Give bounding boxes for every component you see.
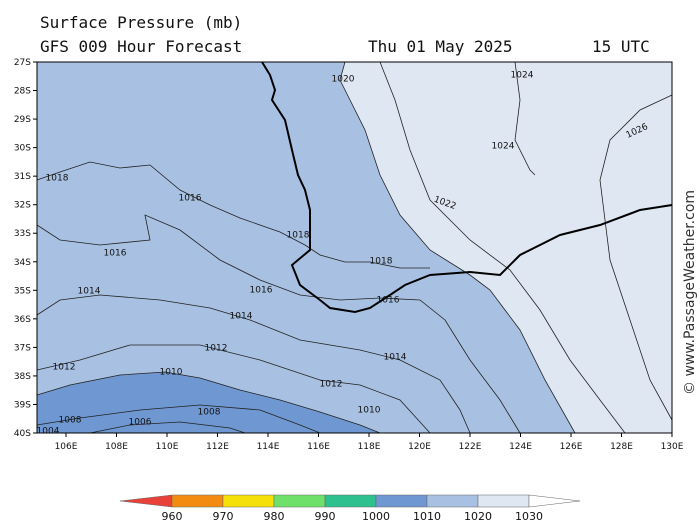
colorbar-segment (426, 494, 479, 508)
isobar-label: 1018 (370, 257, 393, 267)
isobar (36, 214, 521, 434)
isobar-label: 1010 (358, 406, 381, 416)
lon-label: 106E (55, 442, 78, 452)
isobar-label: 1006 (129, 418, 152, 428)
lon-label: 128E (610, 442, 633, 452)
isobar-label: 1016 (377, 296, 400, 306)
title: Surface Pressure (mb) (40, 13, 242, 32)
isobar-label: 1018 (46, 174, 69, 184)
isobar (36, 371, 381, 434)
credit: © www.PassageWeather.com (682, 190, 698, 395)
isobar (339, 61, 576, 434)
colorbar-segment (375, 494, 428, 508)
colorbar-label: 990 (315, 510, 336, 523)
isobar (36, 161, 430, 269)
lat-label: 28S (14, 87, 31, 97)
lon-label: 116E (307, 442, 330, 452)
isobar-label: 1008 (198, 408, 221, 418)
lon-label: 124E (509, 442, 532, 452)
colorbar-low (119, 494, 173, 508)
lat-label: 40S (14, 429, 31, 439)
colorbar-segment (222, 494, 275, 508)
time: 15 UTC (592, 37, 650, 56)
colorbar-segment (477, 494, 530, 508)
isobar-label: 1012 (205, 344, 228, 354)
lat-label: 27S (14, 58, 31, 68)
isobar-label: 1024 (492, 142, 515, 152)
lon-label: 130E (661, 442, 684, 452)
lon-label: 126E (560, 442, 583, 452)
date: Thu 01 May 2025 (368, 37, 513, 56)
colorbar (119, 494, 581, 508)
colorbar-label: 970 (213, 510, 234, 523)
lon-label: 108E (105, 442, 128, 452)
region-1020-1030 (340, 62, 672, 433)
lat-label: 31S (14, 172, 31, 182)
lat-label: 39S (14, 400, 31, 410)
lat-label: 37S (14, 343, 31, 353)
colorbar-segment (171, 494, 224, 508)
lon-label: 122E (459, 442, 482, 452)
lat-label: 35S (14, 286, 31, 296)
region-1000-1010 (37, 372, 380, 433)
colorbar-label: 960 (162, 510, 183, 523)
lat-label: 38S (14, 372, 31, 382)
isobar-label: 1010 (160, 368, 183, 378)
lat-label: 34S (14, 258, 31, 268)
lat-label: 36S (14, 315, 31, 325)
lon-label: 120E (408, 442, 431, 452)
isobar-label: 1012 (320, 380, 343, 390)
colorbar-label: 1020 (464, 510, 492, 523)
colorbar-high (528, 494, 581, 508)
colorbar-label: 980 (264, 510, 285, 523)
isobar (379, 61, 626, 434)
lat-label: 29S (14, 115, 31, 125)
isobar-label: 1016 (250, 286, 273, 296)
isobar (514, 61, 536, 176)
lat-label: 30S (14, 144, 31, 154)
lon-label: 112E (206, 442, 229, 452)
isobar-label: 1014 (78, 287, 101, 297)
map (36, 61, 673, 434)
isobar (36, 344, 431, 434)
lon-label: 118E (358, 442, 381, 452)
colorbar-segment (324, 494, 377, 508)
isobar (36, 294, 471, 434)
colorbar-label: 1000 (362, 510, 390, 523)
isobar (36, 404, 321, 434)
isobar (599, 94, 673, 421)
isobar-label: 1004 (37, 427, 60, 437)
lon-label: 110E (156, 442, 179, 452)
isobar-label: 1024 (511, 71, 534, 81)
isobar (89, 421, 246, 434)
colorbar-label: 1030 (515, 510, 543, 523)
lon-label: 114E (257, 442, 280, 452)
lat-label: 32S (14, 201, 31, 211)
map-frame (36, 61, 673, 434)
colorbar-segment (273, 494, 326, 508)
isobar-label: 1014 (384, 353, 407, 363)
isobar-label: 1016 (179, 194, 202, 204)
isobar-label: 1014 (230, 312, 253, 322)
subtitle: GFS 009 Hour Forecast (40, 37, 242, 56)
isobar-label: 1012 (53, 363, 76, 373)
coastline (261, 61, 673, 314)
isobar-label: 1016 (104, 249, 127, 259)
lat-label: 33S (14, 229, 31, 239)
colorbar-label: 1010 (413, 510, 441, 523)
isobar-label: 1008 (59, 416, 82, 426)
isobar-label: 1020 (332, 75, 355, 85)
isobar-label: 1018 (287, 231, 310, 241)
